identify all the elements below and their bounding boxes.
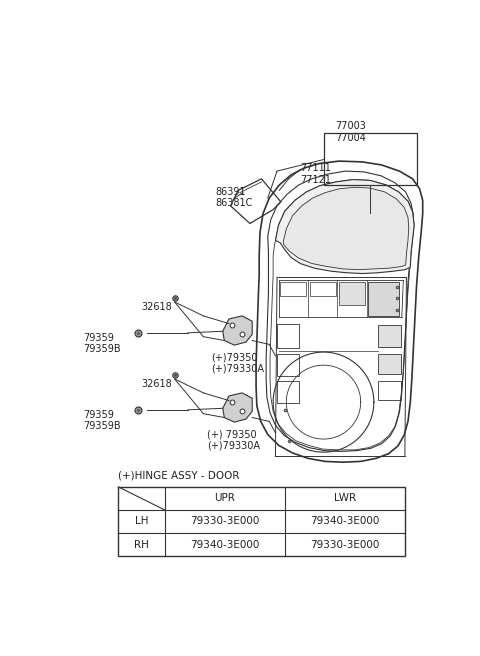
Text: 32618: 32618 xyxy=(142,379,172,389)
Text: LH: LH xyxy=(134,516,148,527)
Polygon shape xyxy=(276,180,414,274)
Bar xyxy=(277,381,299,403)
Bar xyxy=(310,282,336,296)
Text: UPR: UPR xyxy=(214,493,235,503)
Text: 86391
86381C: 86391 86381C xyxy=(215,186,252,208)
Bar xyxy=(280,282,306,296)
Text: 79359
79359B: 79359 79359B xyxy=(83,333,121,354)
Text: 79359
79359B: 79359 79359B xyxy=(83,410,121,432)
Bar xyxy=(378,325,401,346)
Text: 32618: 32618 xyxy=(142,302,172,312)
Bar xyxy=(339,282,365,305)
Text: 79330-3E000: 79330-3E000 xyxy=(310,540,380,550)
Polygon shape xyxy=(283,188,409,270)
Text: 79340-3E000: 79340-3E000 xyxy=(310,516,380,527)
Polygon shape xyxy=(223,316,252,345)
Bar xyxy=(369,282,399,316)
Text: RH: RH xyxy=(134,540,149,550)
Bar xyxy=(378,380,401,400)
Text: LWR: LWR xyxy=(334,493,356,503)
Text: (+) 79350
(+)79330A: (+) 79350 (+)79330A xyxy=(207,429,260,451)
Text: 79330-3E000: 79330-3E000 xyxy=(190,516,259,527)
Bar xyxy=(378,354,401,374)
Text: 77003
77004: 77003 77004 xyxy=(335,121,366,142)
Polygon shape xyxy=(223,393,252,422)
Bar xyxy=(324,133,417,185)
Text: (+)HINGE ASSY - DOOR: (+)HINGE ASSY - DOOR xyxy=(118,470,240,481)
Bar xyxy=(277,323,299,348)
Text: 79340-3E000: 79340-3E000 xyxy=(190,540,259,550)
Bar xyxy=(277,354,299,376)
Bar xyxy=(118,487,405,556)
Text: 77111
77121: 77111 77121 xyxy=(300,163,331,185)
Text: (+)79350
(+)79330A: (+)79350 (+)79330A xyxy=(211,352,264,374)
